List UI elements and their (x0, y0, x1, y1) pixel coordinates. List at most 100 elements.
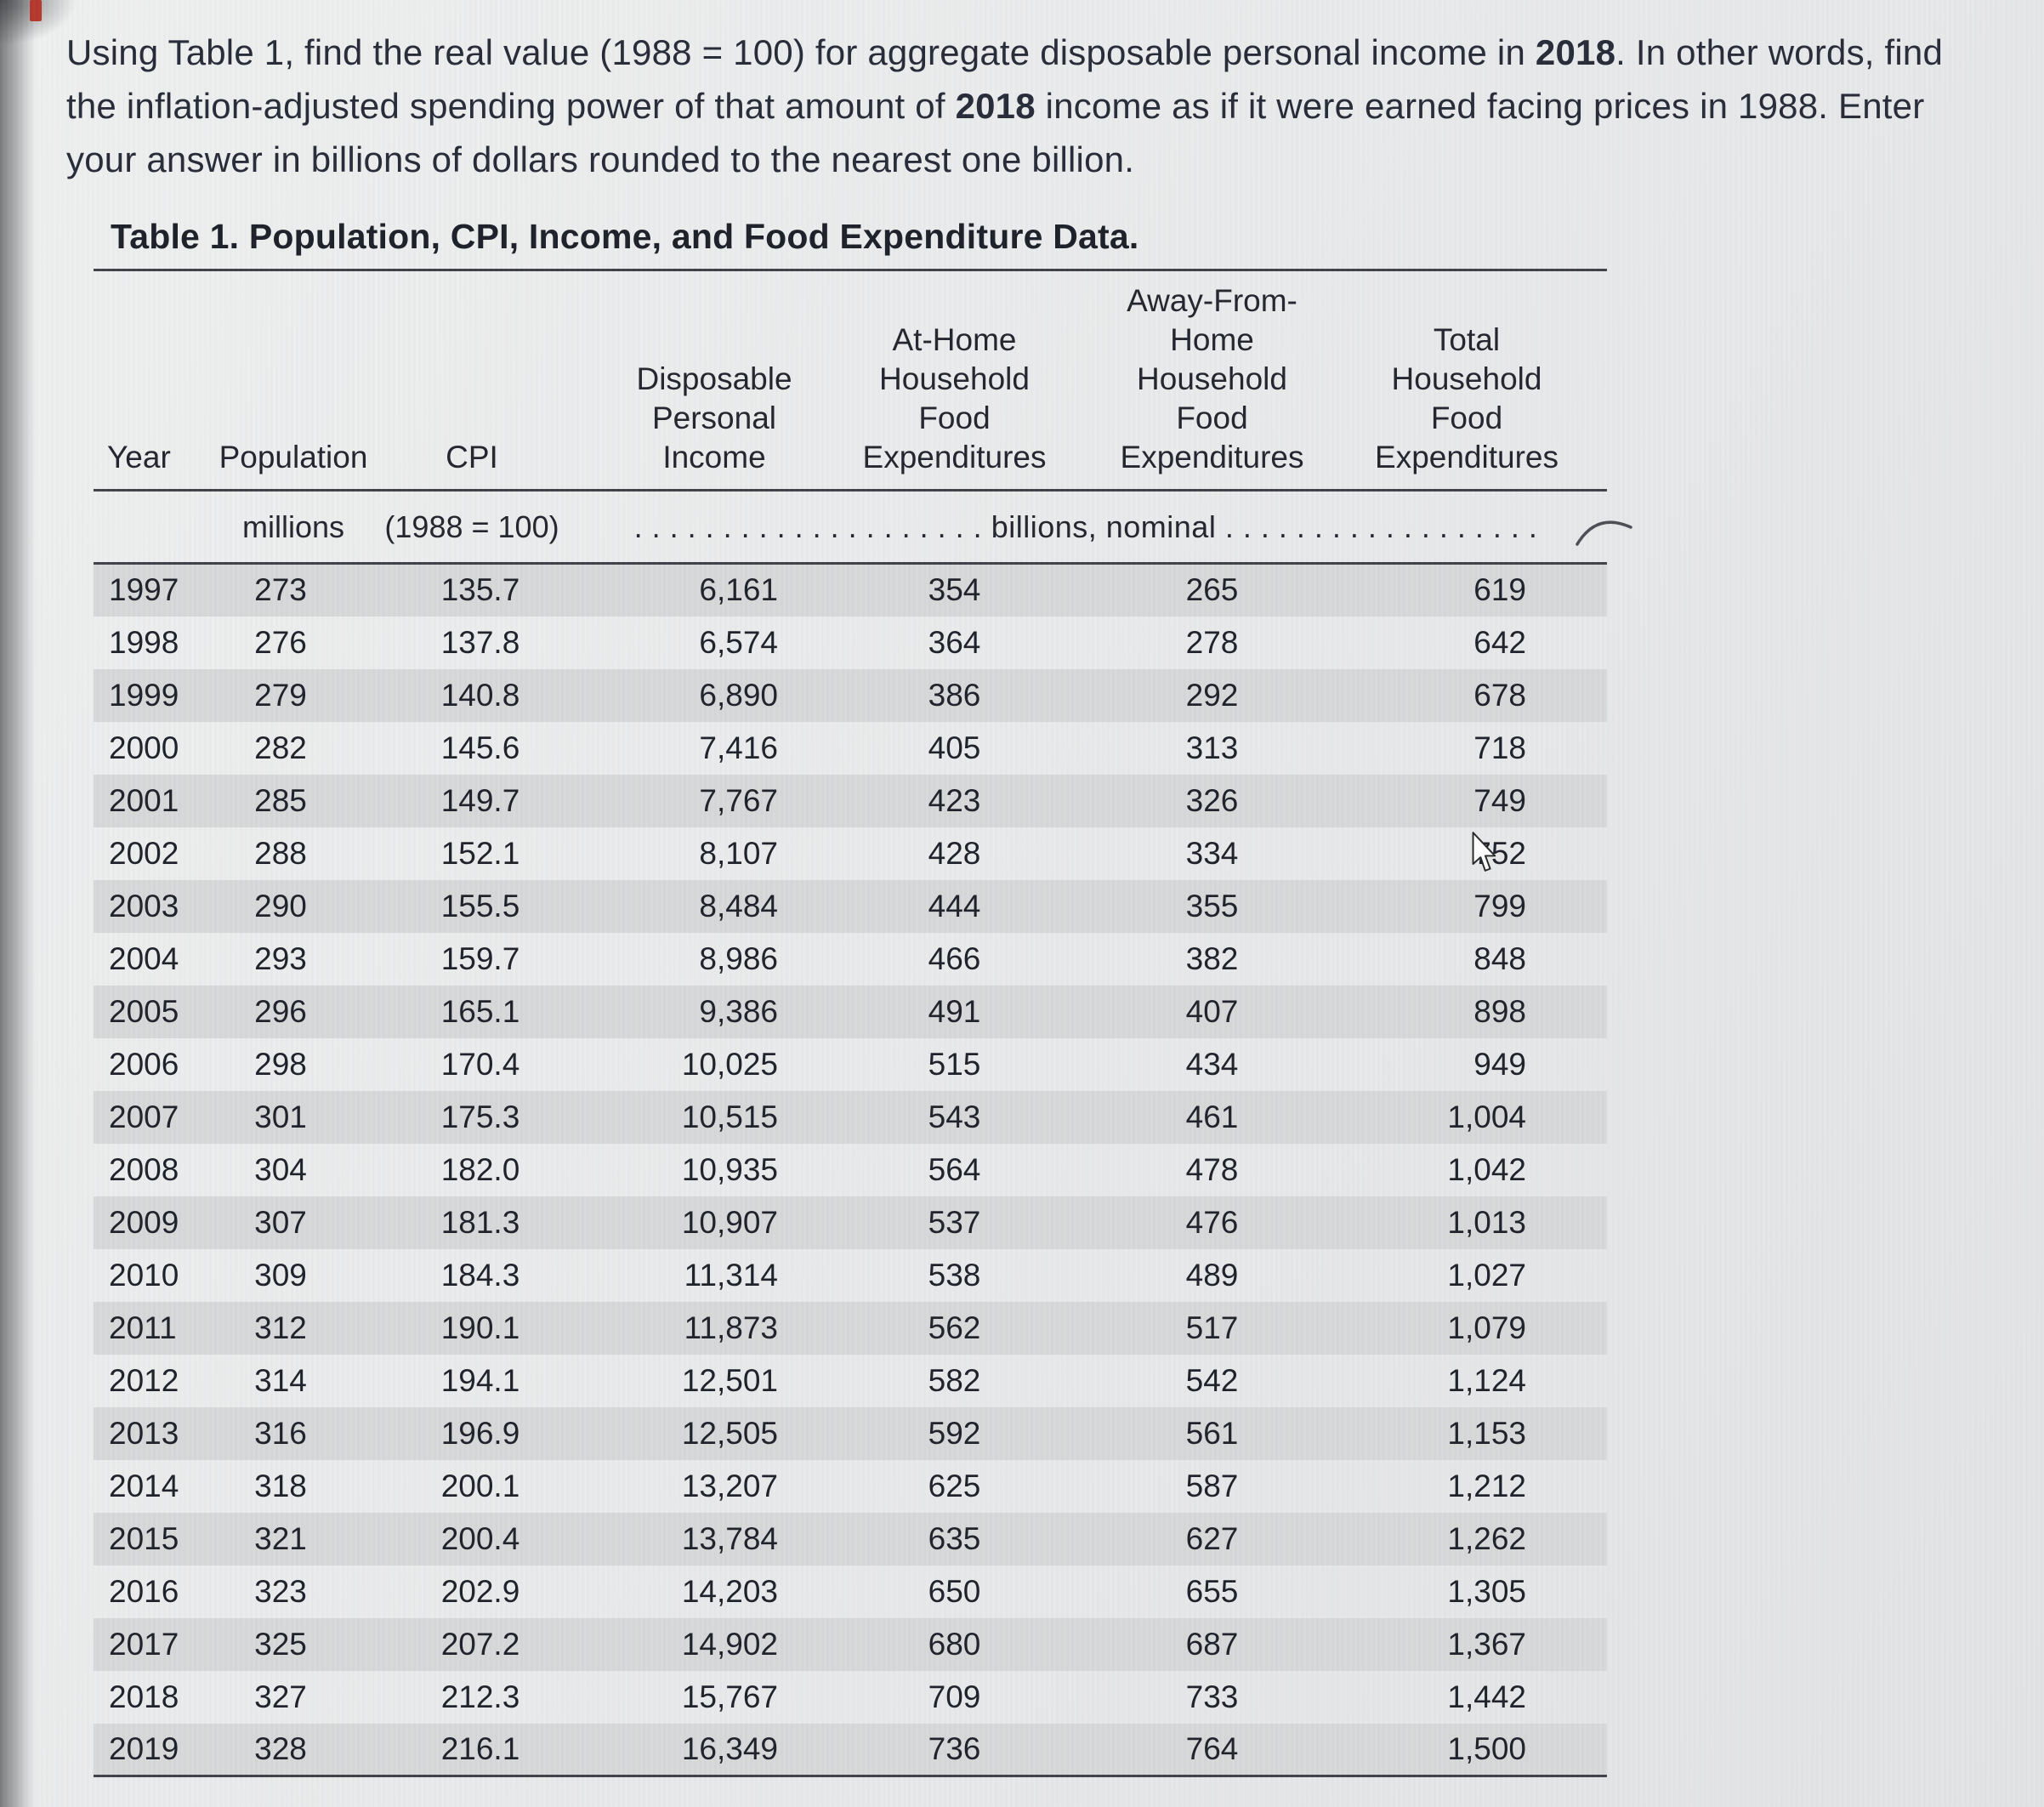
cell-awayfromhome-food: 733 (1185, 1679, 1239, 1714)
cell-awayfromhome-food: 478 (1185, 1151, 1239, 1187)
table-row: 2008 304 182.0 10,935 564 478 1,042 (94, 1144, 1607, 1196)
cell-population: 298 (254, 1046, 307, 1082)
cell-year: 2011 (109, 1310, 177, 1345)
table-row: 2019 328 216.1 16,349 736 764 1,500 (94, 1723, 1607, 1776)
cell-population: 307 (254, 1204, 307, 1240)
cell-cpi: 181.3 (440, 1204, 520, 1240)
cell-athome-food: 592 (928, 1415, 981, 1451)
cell-disposable-income: 6,890 (699, 677, 778, 713)
cell-year: 2008 (109, 1151, 179, 1187)
units-year-empty (94, 490, 204, 565)
cell-disposable-income: 11,873 (684, 1310, 778, 1345)
cell-awayfromhome-food: 542 (1185, 1362, 1239, 1398)
cell-athome-food: 709 (928, 1679, 981, 1714)
cell-awayfromhome-food: 587 (1185, 1468, 1239, 1503)
cell-awayfromhome-food: 517 (1185, 1310, 1239, 1345)
table-title: Table 1. Population, CPI, Income, and Fo… (111, 217, 1139, 256)
cell-athome-food: 635 (928, 1520, 981, 1556)
cell-disposable-income: 12,505 (681, 1415, 778, 1451)
cell-awayfromhome-food: 334 (1185, 835, 1239, 871)
cell-disposable-income: 16,349 (681, 1730, 778, 1766)
table-row: 2002 288 152.1 8,107 428 334 752 (94, 827, 1607, 880)
table-row: 1997 273 135.7 6,161 354 265 619 (94, 563, 1607, 617)
cell-athome-food: 354 (928, 572, 981, 608)
cell-awayfromhome-food: 407 (1185, 993, 1239, 1029)
cell-awayfromhome-food: 313 (1185, 730, 1239, 765)
units-billions-nominal: . . . . . . . . . . . . . . . . . . . . … (561, 490, 1607, 565)
cell-awayfromhome-food: 278 (1185, 624, 1239, 660)
cell-year: 2002 (109, 835, 179, 871)
cell-athome-food: 405 (928, 730, 981, 765)
cell-awayfromhome-food: 292 (1185, 677, 1239, 713)
cell-disposable-income: 8,986 (699, 940, 778, 976)
cell-disposable-income: 10,907 (681, 1204, 778, 1240)
cell-year: 2009 (109, 1204, 179, 1240)
cell-athome-food: 625 (928, 1468, 981, 1503)
cell-athome-food: 423 (928, 782, 981, 818)
cell-total-food: 848 (1473, 940, 1526, 976)
cell-cpi: 182.0 (440, 1151, 520, 1187)
cell-cpi: 207.2 (440, 1626, 520, 1662)
cell-year: 2012 (109, 1362, 179, 1398)
cell-athome-food: 491 (928, 993, 981, 1029)
cell-population: 327 (254, 1679, 307, 1714)
cell-athome-food: 466 (928, 940, 981, 976)
cell-cpi: 194.1 (440, 1362, 520, 1398)
cell-year: 2015 (109, 1520, 179, 1556)
cell-disposable-income: 9,386 (699, 993, 778, 1029)
cell-year: 2006 (109, 1046, 179, 1082)
cell-awayfromhome-food: 355 (1185, 888, 1239, 923)
cell-total-food: 1,500 (1447, 1730, 1526, 1766)
cell-disposable-income: 12,501 (681, 1362, 778, 1398)
cell-disposable-income: 6,574 (699, 624, 778, 660)
question-bold-year-2: 2018 (955, 86, 1036, 126)
cell-cpi: 200.4 (440, 1520, 520, 1556)
cell-disposable-income: 15,767 (681, 1679, 778, 1714)
cell-population: 328 (254, 1730, 307, 1766)
cell-population: 296 (254, 993, 307, 1029)
cell-population: 301 (254, 1099, 307, 1134)
cell-awayfromhome-food: 461 (1185, 1099, 1239, 1134)
table-row: 2007 301 175.3 10,515 543 461 1,004 (94, 1090, 1607, 1144)
cell-cpi: 135.7 (440, 572, 520, 608)
header-year: Year (94, 270, 204, 492)
table-row: 2011 312 190.1 11,873 562 517 1,079 (94, 1301, 1607, 1355)
cell-total-food: 1,124 (1447, 1362, 1526, 1398)
cell-athome-food: 538 (928, 1257, 981, 1293)
table-row: 2015 321 200.4 13,784 635 627 1,262 (94, 1512, 1607, 1565)
cell-athome-food: 386 (928, 677, 981, 713)
cell-year: 2001 (109, 782, 179, 818)
cell-year: 2010 (109, 1257, 179, 1293)
cell-athome-food: 564 (928, 1151, 981, 1187)
cell-athome-food: 736 (928, 1730, 981, 1766)
cell-total-food: 749 (1473, 782, 1526, 818)
cell-cpi: 145.6 (440, 730, 520, 765)
cell-population: 309 (254, 1257, 307, 1293)
cell-disposable-income: 13,784 (681, 1520, 778, 1556)
table-body: 1997 273 135.7 6,161 354 265 619 1998 27… (94, 563, 1607, 1776)
cell-year: 2013 (109, 1415, 179, 1451)
cell-cpi: 212.3 (440, 1679, 520, 1714)
cell-cpi: 155.5 (440, 888, 520, 923)
units-population: millions (204, 490, 383, 565)
cell-disposable-income: 14,203 (681, 1573, 778, 1609)
table-row: 2003 290 155.5 8,484 444 355 799 (94, 879, 1607, 933)
cell-population: 279 (254, 677, 307, 713)
cell-total-food: 642 (1473, 624, 1526, 660)
cell-total-food: 1,153 (1447, 1415, 1526, 1451)
cell-awayfromhome-food: 326 (1185, 782, 1239, 818)
cell-total-food: 898 (1473, 993, 1526, 1029)
cell-total-food: 949 (1473, 1046, 1526, 1082)
cell-cpi: 152.1 (440, 835, 520, 871)
cell-athome-food: 680 (928, 1626, 981, 1662)
table-row: 2018 327 212.3 15,767 709 733 1,442 (94, 1671, 1607, 1724)
cell-disposable-income: 10,935 (681, 1151, 778, 1187)
table-row: 2009 307 181.3 10,907 537 476 1,013 (94, 1196, 1607, 1249)
cell-year: 1998 (109, 624, 179, 660)
cell-total-food: 1,013 (1447, 1204, 1526, 1240)
cell-disposable-income: 7,767 (699, 782, 778, 818)
cell-year: 2007 (109, 1099, 179, 1134)
cell-total-food: 752 (1473, 835, 1526, 871)
cell-disposable-income: 10,025 (681, 1046, 778, 1082)
cell-population: 276 (254, 624, 307, 660)
